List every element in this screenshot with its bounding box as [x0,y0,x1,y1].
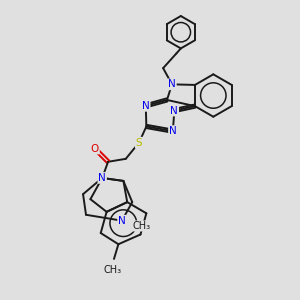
Text: N: N [98,173,106,183]
Text: O: O [91,143,99,154]
Text: S: S [136,138,142,148]
Text: CH₃: CH₃ [103,266,122,275]
Text: N: N [118,216,126,226]
Text: N: N [142,101,150,111]
Text: CH₃: CH₃ [132,221,150,231]
Text: N: N [170,106,178,116]
Text: N: N [168,79,176,89]
Text: N: N [169,126,177,136]
